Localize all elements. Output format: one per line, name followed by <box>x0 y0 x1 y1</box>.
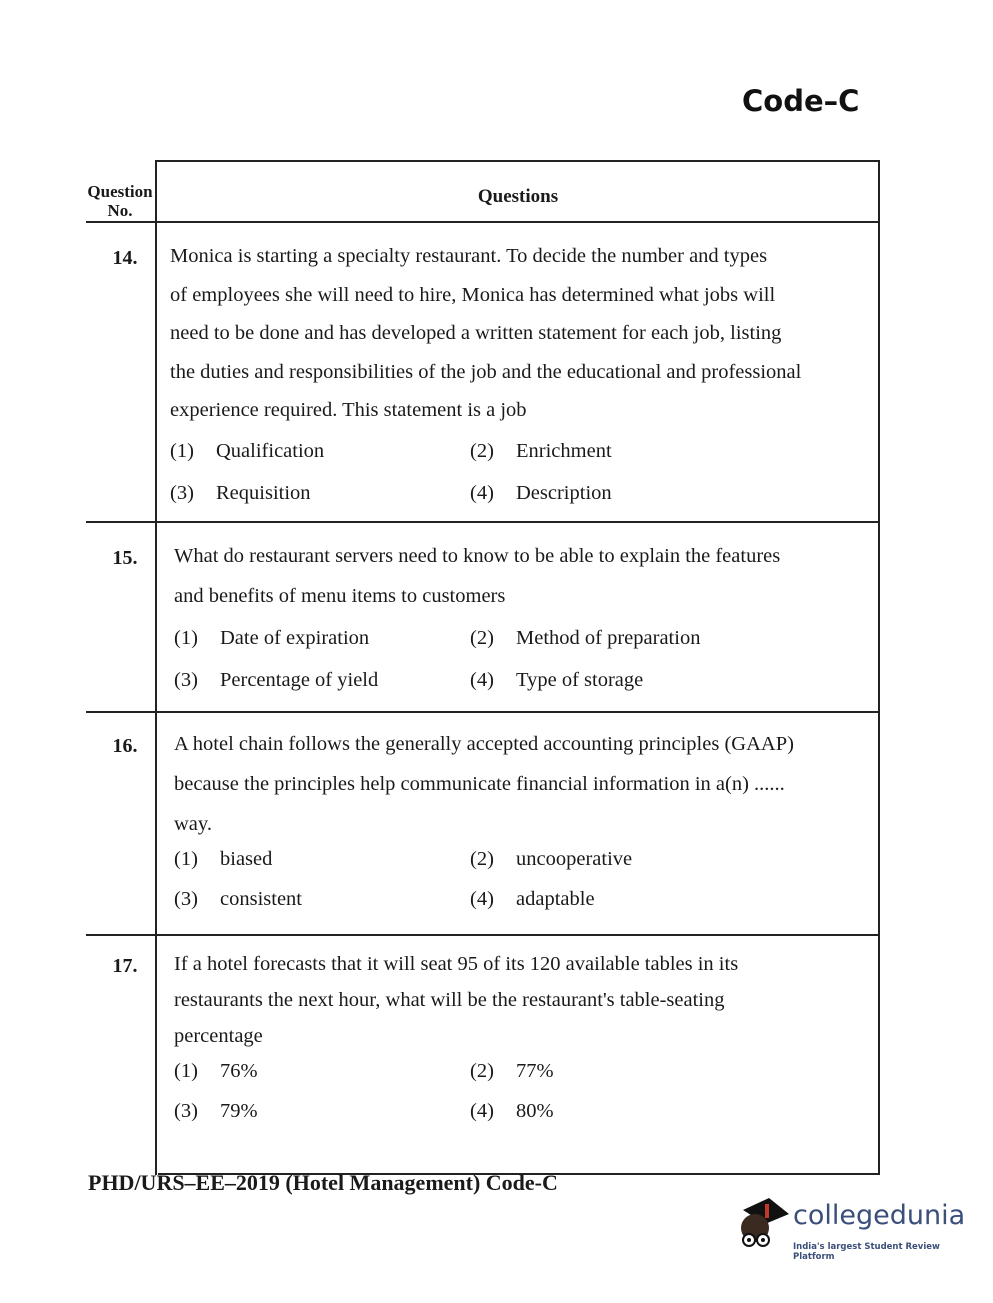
option-number: (2) <box>470 627 494 649</box>
question-text-line: Monica is starting a specialty restauran… <box>170 245 768 267</box>
row-divider <box>86 521 880 523</box>
question-text-line: of employees she will need to hire, Moni… <box>170 283 776 306</box>
option-number: (2) <box>470 440 494 462</box>
answer-option: (1) Qualification <box>170 440 324 463</box>
option-number: (3) <box>174 1100 198 1122</box>
question-text-line: way. <box>174 813 212 835</box>
answer-option: (1) 76% <box>174 1060 258 1083</box>
option-text: Type of storage <box>516 669 644 691</box>
table-bottom-border <box>158 1173 880 1175</box>
question-text-line: If a hotel forecasts that it will seat 9… <box>174 953 739 975</box>
question-number: 17. <box>112 955 138 977</box>
option-number: (1) <box>170 440 194 462</box>
option-number: (1) <box>174 627 198 649</box>
row-divider <box>86 934 880 936</box>
answer-option: (2) Enrichment <box>470 440 612 463</box>
option-text: Date of expiration <box>220 627 370 649</box>
table-right-border <box>878 160 880 1175</box>
option-text: 80% <box>516 1100 554 1122</box>
option-text: 76% <box>220 1060 258 1082</box>
option-text: Requisition <box>216 482 311 504</box>
logo-name: collegedunia <box>793 1200 966 1231</box>
option-number: (4) <box>470 1100 494 1122</box>
option-number: (3) <box>174 888 198 910</box>
logo-tagline: India's largest Student Review Platform <box>793 1242 940 1262</box>
paper-code: Code–C <box>742 84 860 118</box>
option-text: biased <box>220 848 273 870</box>
option-text: Qualification <box>216 440 325 462</box>
question-text-line: restaurants the next hour, what will be … <box>174 989 725 1011</box>
option-number: (1) <box>174 848 198 870</box>
answer-option: (2) Method of preparation <box>470 627 700 650</box>
question-number: 15. <box>112 547 138 569</box>
answer-option: (4) adaptable <box>470 888 595 911</box>
footer-title: PHD/URS–EE–2019 (Hotel Management) Code-… <box>88 1170 558 1195</box>
option-text: uncooperative <box>516 848 633 870</box>
option-number: (2) <box>470 1060 494 1082</box>
question-text-line: because the principles help communicate … <box>174 773 785 795</box>
answer-option: (1) Date of expiration <box>174 627 369 650</box>
option-text: 77% <box>516 1060 554 1082</box>
column-divider <box>155 160 157 1175</box>
table-top-border <box>155 160 880 162</box>
option-number: (1) <box>174 1060 198 1082</box>
option-number: (3) <box>174 669 198 691</box>
question-text-line: experience required. This statement is a… <box>170 399 527 421</box>
option-text: Percentage of yield <box>220 669 379 691</box>
answer-option: (4) 80% <box>470 1100 554 1123</box>
question-text-line: percentage <box>174 1025 263 1047</box>
mascot-icon <box>741 1198 789 1247</box>
question-text-line: What do restaurant servers need to know … <box>174 545 781 567</box>
answer-option: (2) uncooperative <box>470 848 632 871</box>
answer-option: (2) 77% <box>470 1060 554 1083</box>
question-text-line: A hotel chain follows the generally acce… <box>174 733 794 755</box>
option-number: (3) <box>170 482 194 504</box>
option-text: 79% <box>220 1100 258 1122</box>
option-text: Enrichment <box>516 440 612 462</box>
option-text: consistent <box>220 888 302 910</box>
question-text-line: the duties and responsibilities of the j… <box>170 360 802 383</box>
header-question-no: Question No. <box>87 182 153 220</box>
option-number: (4) <box>470 888 494 910</box>
question-text-line: and benefits of menu items to customers <box>174 585 506 607</box>
answer-option: (3) Percentage of yield <box>174 669 378 692</box>
question-number: 14. <box>112 247 138 269</box>
option-text: Method of preparation <box>516 627 701 649</box>
answer-option: (3) consistent <box>174 888 302 911</box>
answer-option: (3) 79% <box>174 1100 258 1123</box>
option-number: (2) <box>470 848 494 870</box>
answer-option: (3) Requisition <box>170 482 311 505</box>
answer-option: (4) Description <box>470 482 612 505</box>
header-questions: Questions <box>477 186 559 207</box>
option-number: (4) <box>470 669 494 691</box>
row-divider <box>86 711 880 713</box>
collegedunia-logo: collegedunia India's largest Student Rev… <box>735 1196 965 1266</box>
answer-option: (1) biased <box>174 848 272 871</box>
option-text: adaptable <box>516 888 595 910</box>
option-number: (4) <box>470 482 494 504</box>
question-text-line: need to be done and has developed a writ… <box>170 322 782 344</box>
answer-option: (4) Type of storage <box>470 669 643 692</box>
question-number: 16. <box>112 735 138 757</box>
option-text: Description <box>516 482 612 504</box>
header-divider <box>86 221 880 223</box>
